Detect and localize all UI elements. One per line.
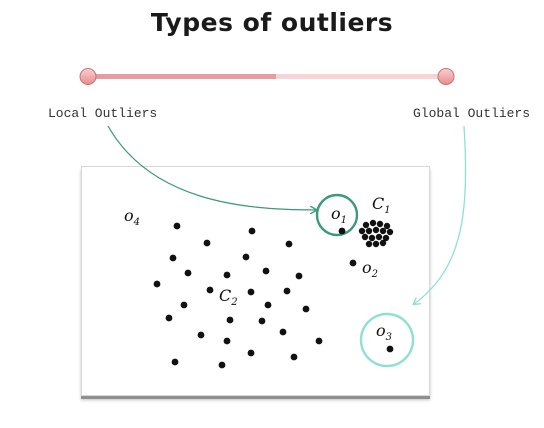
c1-point [358, 227, 366, 235]
c2-point [203, 239, 211, 247]
outlier-o3-point [386, 345, 394, 353]
c2-point [248, 227, 256, 235]
c1-point [386, 228, 394, 236]
local-outlier-ring [315, 193, 359, 237]
global-outliers-label: Global Outliers [413, 106, 531, 121]
outlier-o1-point [338, 227, 346, 235]
c2-point [290, 353, 298, 361]
c2-point [258, 317, 266, 325]
c2-point [279, 328, 287, 336]
slider-track-left [88, 74, 276, 79]
c1-point [362, 221, 370, 229]
c2-point [180, 301, 188, 309]
c2-point [173, 222, 181, 230]
slider-track-right [276, 74, 446, 79]
c2-point [315, 337, 323, 345]
c2-point [223, 337, 231, 345]
label-o4: o4 [124, 206, 140, 228]
c1-point [365, 227, 373, 235]
c2-point [264, 301, 272, 309]
slider-knob-left[interactable] [79, 68, 97, 85]
c1-point [361, 233, 369, 241]
label-o2: o2 [362, 258, 378, 280]
c2-point [242, 253, 250, 261]
c1-point [372, 226, 380, 234]
c2-point [206, 286, 214, 294]
c2-point [262, 267, 270, 275]
local-outliers-label: Local Outliers [48, 106, 158, 121]
scatter-panel [81, 166, 430, 396]
outlier-type-slider[interactable] [79, 68, 455, 85]
cluster-c2-points [153, 222, 323, 369]
c2-point [247, 349, 255, 357]
label-o1: o1 [331, 204, 347, 226]
global-outlier-arrow [414, 125, 467, 304]
c1-point [365, 240, 373, 248]
outlier-o2-point [349, 259, 357, 267]
c2-point [218, 361, 226, 369]
c2-point [197, 331, 205, 339]
page-title: Types of outliers [150, 8, 394, 37]
c1-point [375, 233, 383, 241]
slider-knob-right[interactable] [437, 68, 455, 85]
c2-point [285, 240, 293, 248]
c2-point [247, 288, 255, 296]
c2-point [165, 314, 173, 322]
c2-point [153, 280, 161, 288]
c1-point [383, 222, 391, 230]
c1-point [379, 227, 387, 235]
c1-point [368, 234, 376, 242]
c2-point [283, 287, 291, 295]
global-outlier-ring [359, 312, 415, 368]
c1-point [379, 239, 387, 247]
label-c2: C2 [219, 286, 238, 308]
label-c1: C1 [372, 194, 391, 216]
c2-point [226, 316, 234, 324]
c2-point [302, 305, 310, 313]
label-o3: o3 [376, 321, 392, 343]
c2-point [171, 358, 179, 366]
local-outlier-arrow [107, 125, 316, 210]
c1-point [372, 240, 380, 248]
c2-point [184, 269, 192, 277]
c2-point [223, 271, 231, 279]
c1-point [382, 234, 390, 242]
cluster-c1-points [358, 219, 394, 248]
c2-point [169, 254, 177, 262]
c1-point [369, 219, 377, 227]
c1-point [376, 220, 384, 228]
c2-point [295, 272, 303, 280]
